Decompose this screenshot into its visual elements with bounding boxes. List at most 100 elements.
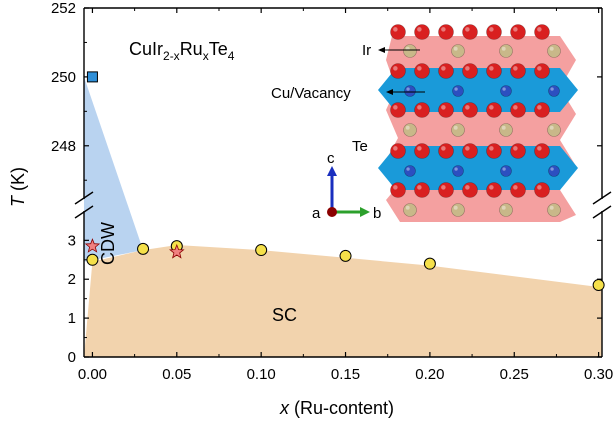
te-atom [486, 102, 502, 118]
y-tick-label: 2 [68, 271, 76, 288]
ir-atom [499, 123, 513, 137]
atom-highlight [489, 27, 494, 32]
ir-label: Ir [362, 42, 371, 59]
y-axis-title: T (K) [8, 167, 28, 207]
atom-highlight [441, 185, 446, 190]
te-atom [414, 102, 430, 118]
compound-formula: CuIr2-xRuxTe4 [129, 39, 235, 63]
ir-atom [451, 123, 465, 137]
te-atom [414, 63, 430, 79]
atom-highlight [465, 27, 470, 32]
te-atom [534, 182, 550, 198]
y-tick-label: 248 [51, 138, 76, 155]
x-axis-title: x (Ru-content) [279, 398, 394, 418]
atom-highlight [441, 146, 446, 151]
ir-atom [499, 44, 513, 58]
atom-highlight [405, 125, 410, 130]
atom-highlight [465, 66, 470, 71]
cu-vacancy-label: Cu/Vacancy [271, 85, 351, 102]
te-atom [438, 143, 454, 159]
te-atom [486, 182, 502, 198]
te-atom [414, 182, 430, 198]
phase-regions [84, 76, 602, 357]
atom-highlight [453, 125, 458, 130]
ir-atom [403, 123, 417, 137]
atom-highlight [513, 27, 518, 32]
axis-b-label: b [373, 205, 381, 222]
atom-highlight [405, 205, 410, 210]
axis-ticks: 0.00 0.05 0.10 0.15 0.20 0.25 0.30 0 1 2 3 248 250 25… [51, 0, 613, 383]
axis-a-label: a [312, 205, 321, 222]
te-atom [390, 102, 406, 118]
sc-point [86, 253, 99, 266]
atom-highlight [417, 66, 422, 71]
atom-highlight [537, 27, 542, 32]
te-atom [414, 24, 430, 40]
atom-highlight [489, 105, 494, 110]
x-tick-label: 0.30 [584, 366, 613, 383]
te-atom [510, 102, 526, 118]
ir-atom [403, 44, 417, 58]
atom-highlight [501, 46, 506, 51]
te-atom [438, 63, 454, 79]
ir-atom [499, 203, 513, 217]
cu-vacancy-layer [378, 68, 578, 112]
cdw-point [86, 71, 98, 83]
atom-highlight [502, 87, 506, 91]
atom-highlight [537, 105, 542, 110]
te-atom [390, 63, 406, 79]
lattice-axes-glyph: c a b [312, 150, 381, 222]
atom-highlight [393, 66, 398, 71]
atom-highlight [489, 185, 494, 190]
te-atom [534, 102, 550, 118]
te-atom [438, 182, 454, 198]
ir-atom [547, 203, 561, 217]
te-atom [486, 24, 502, 40]
y-tick-label: 1 [68, 310, 76, 327]
axis-break-mark [592, 191, 612, 205]
atom-highlight [549, 46, 554, 51]
atom-highlight [393, 27, 398, 32]
cu-atom [452, 165, 464, 177]
axis-break-mark [74, 205, 94, 219]
atom-highlight [454, 87, 458, 91]
data-markers [84, 71, 605, 292]
cu-atom [500, 165, 512, 177]
cu-vacancy-layer [378, 146, 578, 190]
atom-highlight [465, 185, 470, 190]
sc-point [137, 242, 150, 255]
atom-highlight [501, 125, 506, 130]
te-atom [534, 143, 550, 159]
te-atom [438, 24, 454, 40]
atom-highlight [550, 87, 554, 91]
cdw-region-label: CDW [98, 222, 118, 265]
cu-atom [452, 85, 464, 97]
ir-atom [547, 44, 561, 58]
te-atom [462, 24, 478, 40]
plot-frame [74, 7, 612, 358]
atom-highlight [441, 66, 446, 71]
x-tick-label: 0.15 [331, 366, 360, 383]
te-atom [462, 102, 478, 118]
arrowhead [386, 89, 393, 95]
atom-highlight [502, 167, 506, 171]
y-tick-label: 3 [68, 232, 76, 249]
y-tick-label: 252 [51, 0, 76, 17]
atom-highlight [454, 167, 458, 171]
te-atom [390, 182, 406, 198]
cdw-region [84, 76, 144, 262]
atom-highlight [537, 146, 542, 151]
te-label: Te [352, 138, 368, 155]
te-atom [534, 24, 550, 40]
atom-highlight [393, 105, 398, 110]
star-point [84, 238, 101, 253]
atom-highlight [393, 185, 398, 190]
atom-highlight [417, 105, 422, 110]
cu-atom [500, 85, 512, 97]
te-atom [486, 143, 502, 159]
ir-atom [403, 203, 417, 217]
y-tick-label: 0 [68, 349, 76, 366]
sc-point [255, 244, 268, 257]
atom-highlight [406, 87, 410, 91]
atom-highlight [513, 105, 518, 110]
